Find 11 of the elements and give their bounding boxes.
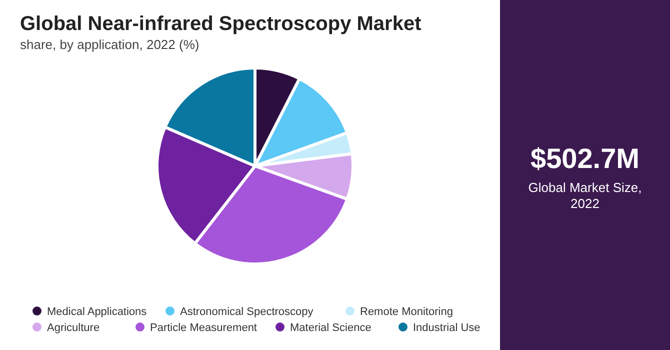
legend-label: Material Science [290,322,372,334]
legend-label: Astronomical Spectroscopy [180,306,314,318]
legend-label: Particle Measurement [150,322,257,334]
legend-label: Industrial Use [413,322,480,334]
legend-label: Agriculture [47,322,100,334]
chart-subtitle: share, by application, 2022 (%) [20,37,200,52]
text: Global Market Size, 2022 [528,180,642,211]
legend-label: Medical Applications [47,306,148,318]
text: $502.7M [530,143,640,174]
chart-title: Global Near-infrared Spectroscopy Market [20,13,422,35]
legend-label: Remote Monitoring [360,306,453,318]
